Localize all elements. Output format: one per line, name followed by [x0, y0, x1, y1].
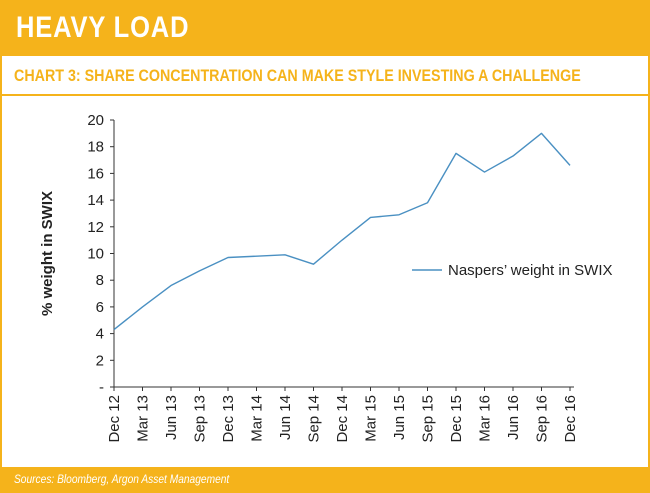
- y-tick-label: 16: [87, 165, 104, 182]
- x-tick-label: Dec 13: [220, 395, 237, 443]
- x-tick-label: Dec 16: [562, 395, 579, 443]
- source-note: Sources: Bloomberg, Argon Asset Manageme…: [14, 472, 230, 486]
- y-axis-title: % weight in SWIX: [39, 191, 56, 316]
- x-tick-label: Dec 14: [334, 395, 351, 443]
- x-tick-label: Mar 16: [477, 395, 494, 442]
- x-tick-label: Jun 13: [163, 395, 180, 440]
- header-bar: HEAVY LOAD: [2, 2, 648, 56]
- y-tick-label: 8: [96, 272, 104, 289]
- y-tick-label: 14: [87, 192, 104, 209]
- x-tick-label: Dec 15: [448, 395, 465, 443]
- x-tick-label: Sep 14: [306, 395, 323, 443]
- x-tick-label: Mar 15: [363, 395, 380, 442]
- y-tick-label: 12: [87, 219, 104, 236]
- x-tick-label: Jun 14: [277, 395, 294, 440]
- title-divider: [2, 94, 648, 96]
- x-tick-label: Sep 16: [534, 395, 551, 443]
- y-tick-label: 18: [87, 139, 104, 156]
- legend-label: Naspers’ weight in SWIX: [448, 262, 613, 279]
- x-tick-label: Mar 14: [249, 395, 266, 442]
- x-tick-label: Mar 13: [135, 395, 152, 442]
- y-tick-label: 6: [96, 299, 104, 316]
- x-tick-label: Jun 15: [391, 395, 408, 440]
- y-tick-label: 20: [87, 112, 104, 129]
- x-tick-label: Sep 13: [192, 395, 209, 443]
- footer-bar: Sources: Bloomberg, Argon Asset Manageme…: [2, 467, 648, 491]
- y-tick-label: 10: [87, 246, 104, 263]
- y-tick-label: 4: [96, 326, 104, 343]
- y-tick-label: 2: [96, 352, 104, 369]
- header-title: HEAVY LOAD: [16, 11, 190, 44]
- x-tick-label: Sep 15: [420, 395, 437, 443]
- chart-title: CHART 3: SHARE CONCENTRATION CAN MAKE ST…: [14, 66, 581, 85]
- y-tick-label: -: [99, 379, 104, 396]
- x-tick-label: Jun 16: [505, 395, 522, 440]
- series-line: [113, 132, 571, 331]
- x-tick-label: Dec 12: [106, 395, 123, 443]
